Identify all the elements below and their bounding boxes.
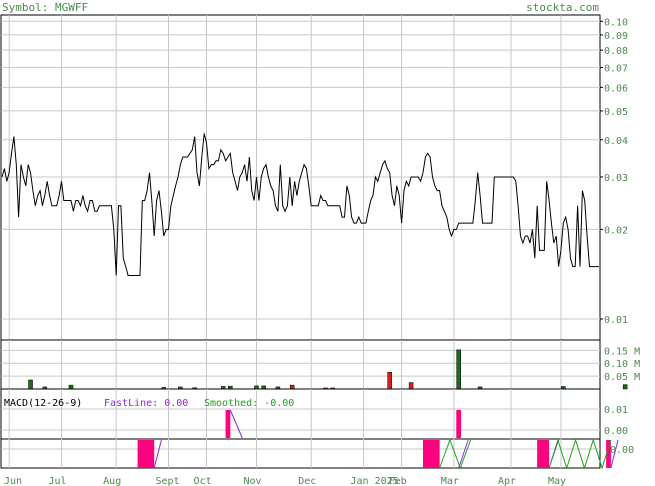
x-tick-label: Apr (498, 476, 516, 486)
x-tick-label: Dec (298, 476, 316, 486)
macd-fast-line (610, 439, 619, 469)
volume-bars (28, 349, 628, 390)
macd-hist-bar (456, 410, 462, 438)
price-y-tick-label: 0.09 (604, 31, 628, 42)
volume-bar (408, 382, 414, 390)
macd-fast-line (458, 439, 469, 469)
volume-y-axis: 0.15 M 0.10 M 0.05 M (604, 346, 640, 383)
macd-panel (0, 388, 601, 469)
price-y-tick-label: 0.05 (604, 107, 628, 118)
macd-grid (1, 389, 600, 468)
volume-bar (68, 384, 74, 390)
x-tick-label: Jan 2025 (351, 476, 399, 486)
x-tick-label: Aug (103, 476, 121, 486)
price-y-tick-label: 0.04 (604, 136, 628, 147)
macd-fastline-label: FastLine: 0.00 (104, 398, 188, 409)
price-y-tick-label: 0.10 (604, 17, 628, 28)
volume-bar (387, 371, 392, 390)
macd-y-axis: 0.01 0.00 -0.00 (604, 405, 634, 456)
site-label: stockta.com (526, 1, 599, 14)
macd-fast-line (153, 439, 162, 469)
macd-title: MACD(12-26-9) (4, 398, 82, 409)
price-y-tick-label: 0.08 (604, 46, 628, 57)
macd-smoothed-line (439, 438, 472, 470)
x-tick-label: Mar (441, 476, 459, 486)
macd-hist-bar (606, 440, 611, 468)
volume-y-tick-label: 0.10 M (604, 359, 640, 370)
macd-y-tick-label: -0.00 (604, 445, 634, 456)
macd-hist-bar (422, 440, 440, 468)
macd-hist-bar (225, 410, 231, 438)
x-tick-label: Jun (4, 476, 22, 486)
macd-smoothed-label: Smoothed: -0.00 (204, 398, 294, 409)
price-line (1, 133, 599, 276)
price-y-tick-label: 0.01 (604, 315, 628, 326)
macd-hist-bar (537, 440, 550, 468)
price-y-axis: 0.10 0.09 0.08 0.07 0.06 0.05 0.04 0.03 0.02 0.01 (600, 17, 628, 326)
volume-y-tick-label: 0.05 M (604, 372, 640, 383)
price-y-tick-label: 0.07 (604, 63, 628, 74)
x-tick-label: Sept (155, 476, 179, 486)
macd-smoothed-line (548, 438, 612, 470)
macd-fast-line (229, 409, 243, 439)
macd-hist-bar (137, 440, 155, 468)
x-tick-label: Jul (48, 476, 66, 486)
volume-bar (289, 384, 295, 390)
x-tick-label: Nov (243, 476, 261, 486)
price-grid (1, 15, 600, 340)
volume-bar (28, 379, 33, 390)
x-tick-label: Feb (389, 476, 407, 486)
volume-bar (622, 384, 628, 390)
macd-marks (137, 409, 619, 470)
price-y-tick-label: 0.03 (604, 173, 628, 184)
macd-y-tick-label: 0.01 (604, 405, 628, 416)
x-tick-label: May (548, 476, 566, 486)
price-y-tick-label: 0.02 (604, 225, 628, 236)
volume-grid (1, 340, 600, 389)
volume-panel (0, 339, 601, 390)
symbol-label: Symbol: MGWFF (2, 1, 88, 14)
price-y-tick-label: 0.06 (604, 83, 628, 94)
volume-y-tick-label: 0.15 M (604, 346, 640, 357)
macd-y-tick-label: 0.00 (604, 426, 628, 437)
volume-bar (456, 349, 461, 390)
x-tick-label: Oct (194, 476, 212, 486)
